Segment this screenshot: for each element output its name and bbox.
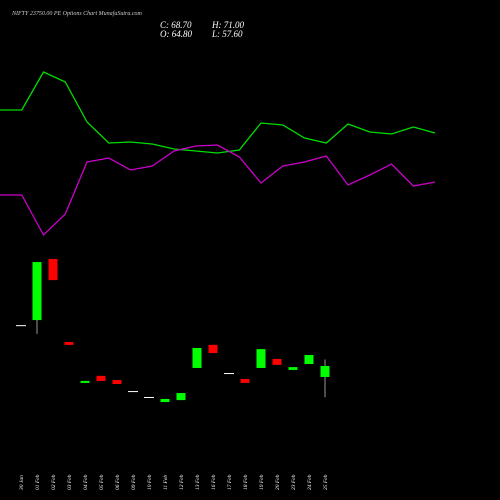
x-tick-label: 11 Feb: [163, 475, 169, 490]
x-tick-label: 30 Jan: [19, 475, 25, 491]
candle-body: [80, 380, 90, 383]
candle-body: [272, 358, 282, 365]
candle-body: [144, 396, 154, 398]
indicator-line: [0, 144, 436, 237]
x-tick-label: 24 Feb: [306, 474, 313, 490]
candle-body: [64, 342, 74, 345]
candle-body: [96, 375, 106, 381]
x-tick-label: 12 Feb: [179, 474, 185, 490]
x-tick-label: 20 Feb: [275, 474, 281, 490]
x-tick-label: 06 Feb: [115, 474, 121, 490]
candle-body: [304, 355, 314, 365]
candle-body: [240, 378, 250, 383]
candle-body: [112, 380, 122, 385]
candle-body: [16, 325, 26, 327]
x-tick-label: 25 Feb: [323, 474, 329, 490]
candle-body: [320, 366, 330, 377]
candle-body: [176, 393, 186, 401]
indicator-line: [0, 71, 436, 154]
x-tick-label: 10 Feb: [147, 474, 153, 490]
x-tick-label: 23 Feb: [291, 474, 297, 490]
x-tick-label: 03 Feb: [67, 474, 73, 490]
open-label: O: 64.80: [160, 29, 192, 39]
candle-body: [288, 367, 298, 370]
x-tick-label: 19 Feb: [259, 474, 265, 490]
x-tick-label: 04 Feb: [82, 474, 89, 490]
x-tick-label: 18 Feb: [243, 474, 249, 490]
candle-body: [256, 349, 266, 368]
x-tick-label: 02 Feb: [51, 474, 57, 490]
chart-title: NIFTY 23750.00 PE Options Chart MunafaSu…: [11, 10, 143, 17]
x-tick-label: 05 Feb: [99, 474, 105, 490]
candle-body: [32, 262, 42, 321]
x-tick-label: 16 Feb: [211, 474, 217, 490]
x-tick-label: 09 Feb: [131, 474, 137, 490]
candle-body: [208, 344, 218, 354]
candle-body: [224, 373, 234, 375]
candle-body: [160, 398, 170, 403]
x-tick-label: 13 Feb: [195, 474, 201, 490]
high-label: H: 71.00: [211, 20, 244, 30]
x-tick-label: 01 Feb: [35, 474, 41, 490]
low-label: L: 57.60: [211, 29, 243, 39]
candle-body: [48, 258, 58, 281]
close-label: C: 68.70: [160, 20, 192, 30]
candle-body: [192, 347, 202, 368]
x-tick-label: 17 Feb: [227, 474, 233, 490]
candle-body: [128, 391, 138, 393]
